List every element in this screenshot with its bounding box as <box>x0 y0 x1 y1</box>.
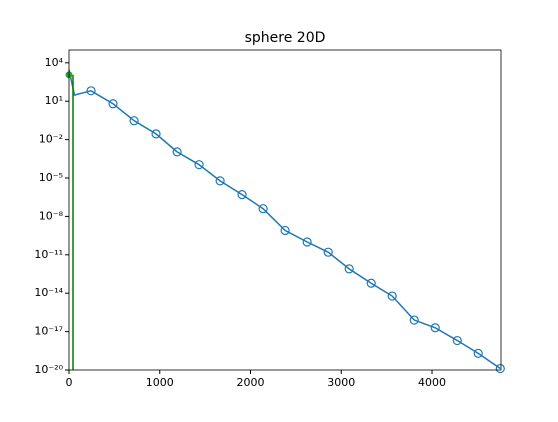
marker <box>302 237 312 247</box>
x-tick-label: 0 <box>66 376 73 389</box>
marker <box>86 86 96 96</box>
marker <box>194 160 204 170</box>
plot-frame <box>68 49 502 371</box>
marker <box>495 363 505 374</box>
x-tick-label: 3000 <box>327 376 355 389</box>
marker <box>151 129 161 139</box>
marker <box>409 315 419 325</box>
y-tick-label: 10⁻⁸ <box>39 209 64 222</box>
marker <box>452 335 462 346</box>
marker <box>129 116 139 126</box>
marker <box>258 204 268 214</box>
y-tick-label: 10⁻¹⁴ <box>34 286 63 299</box>
marker <box>387 291 397 301</box>
x-tick-label: 4000 <box>418 376 446 389</box>
marker <box>172 147 182 157</box>
y-tick-label: 10⁻⁵ <box>39 171 63 184</box>
y-tick-label: 10⁻² <box>39 133 63 146</box>
marker <box>430 323 440 333</box>
marker <box>280 225 290 236</box>
y-tick-label: 10⁻¹¹ <box>34 248 63 261</box>
marker <box>237 190 247 200</box>
marker <box>366 278 376 288</box>
chart-title: sphere 20D <box>245 30 326 46</box>
marker <box>344 264 354 274</box>
y-tick-label: 10⁻¹⁷ <box>34 325 63 338</box>
y-tick-label: 10⁴ <box>45 56 64 69</box>
x-tick-label: 1000 <box>146 376 174 389</box>
marker <box>108 99 118 109</box>
x-tick-label: 2000 <box>237 376 265 389</box>
marker <box>473 348 483 358</box>
line <box>68 69 501 370</box>
marker <box>215 176 225 186</box>
marker <box>323 247 333 257</box>
y-tick-label: 10¹ <box>45 94 63 107</box>
y-tick-label: 10⁻²⁰ <box>34 363 63 376</box>
